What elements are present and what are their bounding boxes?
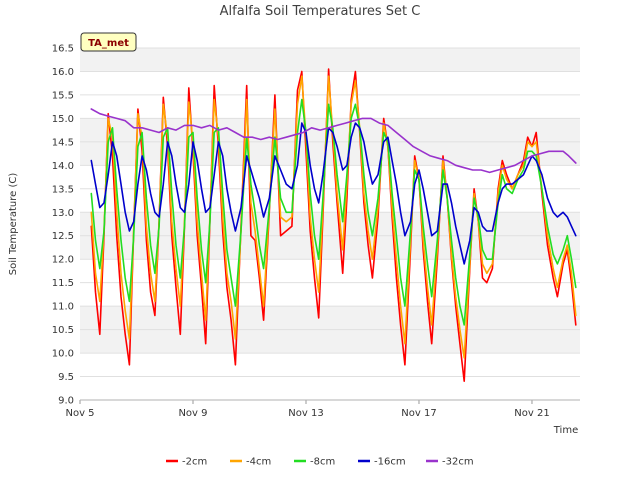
x-tick-label: Nov 17 [401, 408, 436, 419]
series-line-8cm [90, 98, 577, 326]
chart-title: Alfalfa Soil Temperatures Set C [220, 4, 421, 19]
y-tick-label: 11.0 [52, 302, 74, 313]
legend-label: -4cm [246, 457, 271, 468]
legend-label: -32cm [442, 457, 474, 468]
y-tick-label: 14.0 [52, 161, 74, 172]
series-line-32cm [90, 108, 577, 174]
y-tick-label: 10.0 [52, 349, 74, 360]
y-tick-label: 12.0 [52, 255, 74, 266]
x-tick-label: Nov 21 [514, 408, 549, 419]
y-tick-label: 15.0 [52, 114, 74, 125]
badge-label: TA_met [88, 38, 129, 49]
x-tick-label: Nov 13 [288, 408, 323, 419]
y-tick-label: 13.5 [52, 184, 74, 195]
series-line-4cm [90, 75, 577, 359]
y-tick-label: 11.5 [52, 278, 74, 289]
y-tick-label: 13.0 [52, 208, 74, 219]
y-tick-label: 10.5 [52, 325, 74, 336]
series-lines [90, 68, 577, 383]
legend-label: -16cm [374, 457, 406, 468]
y-tick-label: 14.5 [52, 137, 74, 148]
legend-label: -8cm [310, 457, 335, 468]
grid-band [80, 48, 580, 72]
x-axis: Nov 5 Nov 9 Nov 13 Nov 17 Nov 21 [65, 400, 550, 419]
y-tick-label: 9.5 [58, 372, 74, 383]
y-tick-label: 12.5 [52, 231, 74, 242]
y-axis-label: Soil Temperature (C) [8, 173, 19, 276]
legend-label: -2cm [182, 457, 207, 468]
x-tick-label: Nov 5 [65, 408, 94, 419]
x-tick-label: Nov 9 [178, 408, 207, 419]
x-axis-label: Time [553, 425, 578, 436]
y-tick-label: 16.5 [52, 44, 74, 55]
y-tick-label: 9.0 [58, 396, 74, 407]
legend: -2cm -4cm -8cm -16cm -32cm [166, 457, 474, 468]
badge: TA_met [80, 32, 137, 52]
y-tick-label: 16.0 [52, 67, 74, 78]
y-tick-label: 15.5 [52, 90, 74, 101]
badge-box [80, 32, 137, 52]
